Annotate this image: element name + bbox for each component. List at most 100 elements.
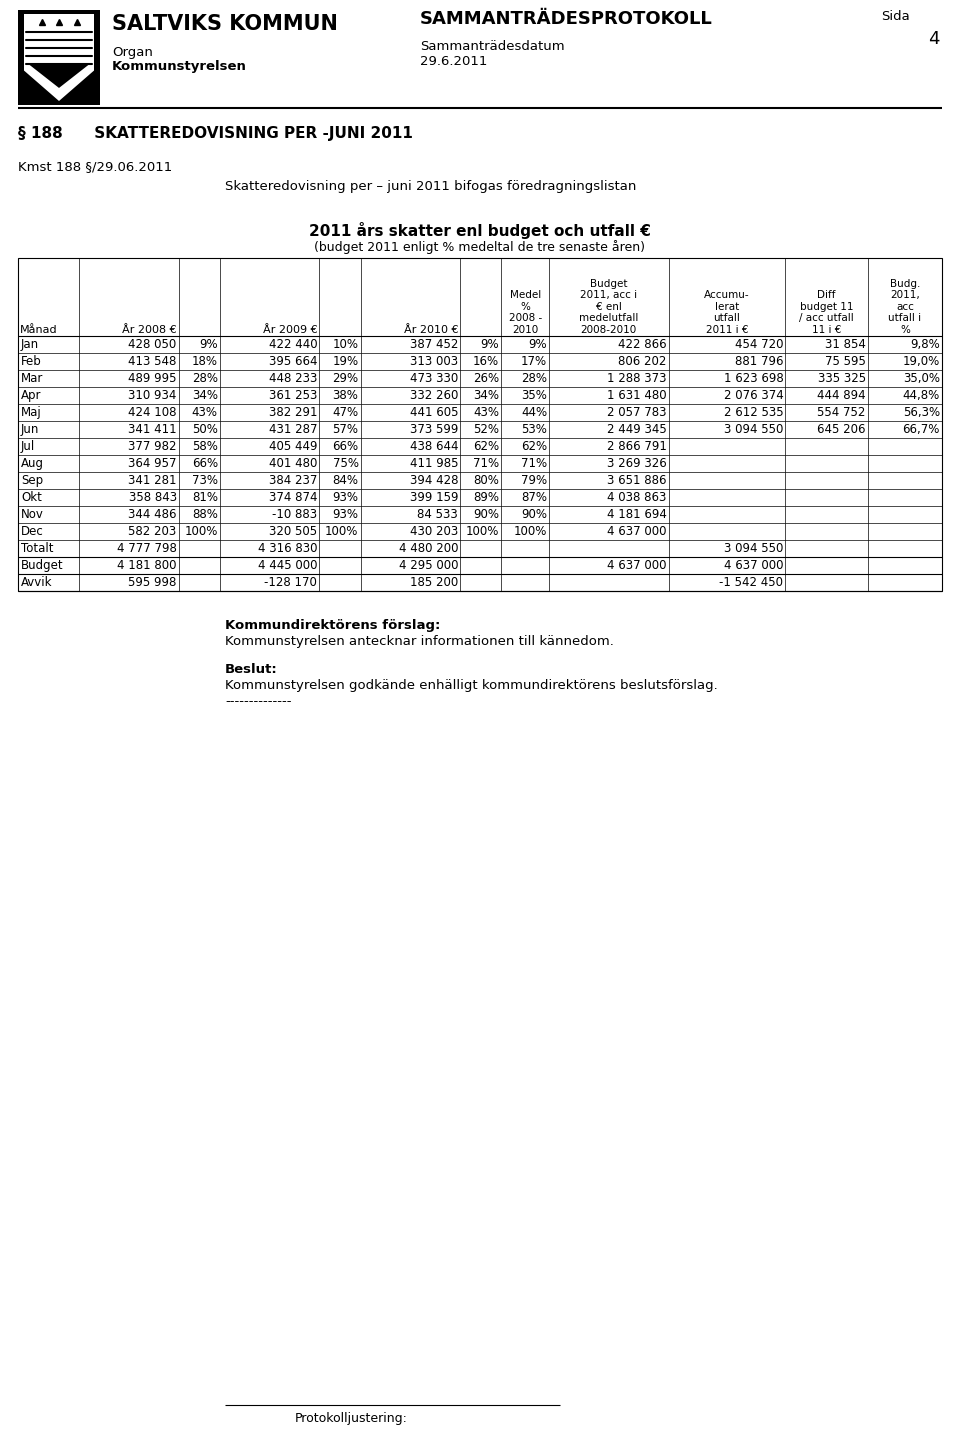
Text: 52%: 52% — [473, 424, 499, 436]
Text: 34%: 34% — [473, 389, 499, 402]
Text: 73%: 73% — [192, 474, 218, 487]
Text: 364 957: 364 957 — [128, 456, 177, 469]
Text: 9%: 9% — [481, 338, 499, 351]
Text: 16%: 16% — [473, 355, 499, 368]
Text: 2 866 791: 2 866 791 — [607, 439, 666, 454]
Text: 430 203: 430 203 — [410, 525, 458, 538]
Text: 75%: 75% — [332, 456, 358, 469]
Text: Totalt: Totalt — [21, 542, 54, 555]
Text: 100%: 100% — [466, 525, 499, 538]
Text: 84 533: 84 533 — [418, 508, 458, 521]
Text: 3 094 550: 3 094 550 — [724, 542, 783, 555]
Text: Sammanträdesdatum: Sammanträdesdatum — [420, 40, 564, 53]
Text: (budget 2011 enligt % medeltal de tre senaste åren): (budget 2011 enligt % medeltal de tre se… — [315, 240, 645, 253]
Text: 361 253: 361 253 — [269, 389, 318, 402]
Text: Diff
budget 11
/ acc utfall
11 i €: Diff budget 11 / acc utfall 11 i € — [799, 290, 853, 335]
Text: 4 445 000: 4 445 000 — [258, 560, 318, 572]
Text: 341 281: 341 281 — [128, 474, 177, 487]
Text: 473 330: 473 330 — [410, 372, 458, 385]
Text: 9%: 9% — [199, 338, 218, 351]
Text: 1 631 480: 1 631 480 — [607, 389, 666, 402]
Text: Sida: Sida — [881, 10, 910, 23]
Text: 71%: 71% — [473, 456, 499, 469]
Text: 38%: 38% — [333, 389, 358, 402]
Text: Aug: Aug — [21, 456, 44, 469]
Text: 2 076 374: 2 076 374 — [724, 389, 783, 402]
Text: 79%: 79% — [521, 474, 547, 487]
Polygon shape — [24, 14, 94, 102]
Text: 411 985: 411 985 — [410, 456, 458, 469]
Text: Jan: Jan — [21, 338, 39, 351]
Text: Apr: Apr — [21, 389, 41, 402]
Text: 93%: 93% — [332, 508, 358, 521]
Text: 4 316 830: 4 316 830 — [258, 542, 318, 555]
Text: 29.6.2011: 29.6.2011 — [420, 54, 488, 69]
Text: 377 982: 377 982 — [128, 439, 177, 454]
Text: SAMMANTRÄDESPROTOKOLL: SAMMANTRÄDESPROTOKOLL — [420, 10, 712, 29]
Text: 441 605: 441 605 — [410, 406, 458, 419]
Text: 10%: 10% — [332, 338, 358, 351]
Text: 645 206: 645 206 — [817, 424, 866, 436]
Text: Budg.
2011,
acc
utfall i
%: Budg. 2011, acc utfall i % — [888, 279, 922, 335]
Text: 56,3%: 56,3% — [902, 406, 940, 419]
Text: 66%: 66% — [332, 439, 358, 454]
Text: § 188      SKATTEREDOVISNING PER -JUNI 2011: § 188 SKATTEREDOVISNING PER -JUNI 2011 — [18, 126, 413, 142]
Text: 47%: 47% — [332, 406, 358, 419]
Text: 554 752: 554 752 — [817, 406, 866, 419]
Text: Jun: Jun — [21, 424, 39, 436]
Text: 84%: 84% — [332, 474, 358, 487]
Text: 881 796: 881 796 — [734, 355, 783, 368]
Text: 4 181 800: 4 181 800 — [117, 560, 177, 572]
Text: 341 411: 341 411 — [128, 424, 177, 436]
Text: 29%: 29% — [332, 372, 358, 385]
Text: 58%: 58% — [192, 439, 218, 454]
Text: 438 644: 438 644 — [410, 439, 458, 454]
Text: 4 637 000: 4 637 000 — [724, 560, 783, 572]
Text: 387 452: 387 452 — [410, 338, 458, 351]
Text: 90%: 90% — [521, 508, 547, 521]
Text: Budget
2011, acc i
€ enl
medelutfall
2008-2010: Budget 2011, acc i € enl medelutfall 200… — [579, 279, 638, 335]
Text: 80%: 80% — [473, 474, 499, 487]
Text: Dec: Dec — [21, 525, 44, 538]
Polygon shape — [29, 64, 89, 87]
Text: 2011 års skatter enl budget och utfall €: 2011 års skatter enl budget och utfall € — [309, 222, 651, 239]
Text: 401 480: 401 480 — [269, 456, 318, 469]
Text: Feb: Feb — [21, 355, 41, 368]
Text: 9%: 9% — [528, 338, 547, 351]
Text: 3 094 550: 3 094 550 — [724, 424, 783, 436]
Text: 1 623 698: 1 623 698 — [724, 372, 783, 385]
Text: 90%: 90% — [473, 508, 499, 521]
Text: 44,8%: 44,8% — [902, 389, 940, 402]
Text: 395 664: 395 664 — [269, 355, 318, 368]
Text: Mar: Mar — [21, 372, 43, 385]
Text: 35%: 35% — [521, 389, 547, 402]
Text: 31 854: 31 854 — [825, 338, 866, 351]
Text: 373 599: 373 599 — [410, 424, 458, 436]
Text: 28%: 28% — [192, 372, 218, 385]
Text: 185 200: 185 200 — [410, 577, 458, 590]
Text: 89%: 89% — [473, 491, 499, 504]
Text: År 2009 €: År 2009 € — [263, 325, 318, 335]
Text: 19,0%: 19,0% — [902, 355, 940, 368]
Text: 422 440: 422 440 — [269, 338, 318, 351]
Text: 53%: 53% — [521, 424, 547, 436]
Text: 320 505: 320 505 — [269, 525, 318, 538]
Text: 19%: 19% — [332, 355, 358, 368]
Bar — [18, 258, 942, 591]
Text: Kommunstyrelsen godkände enhälligt kommundirektörens beslutsförslag.: Kommunstyrelsen godkände enhälligt kommu… — [225, 678, 718, 693]
Text: 582 203: 582 203 — [129, 525, 177, 538]
Text: 75 595: 75 595 — [825, 355, 866, 368]
Text: 454 720: 454 720 — [734, 338, 783, 351]
Text: 44%: 44% — [521, 406, 547, 419]
Text: 100%: 100% — [514, 525, 547, 538]
Text: 100%: 100% — [184, 525, 218, 538]
Text: 3 269 326: 3 269 326 — [607, 456, 666, 469]
Text: 358 843: 358 843 — [129, 491, 177, 504]
Text: 2 449 345: 2 449 345 — [607, 424, 666, 436]
Text: Sep: Sep — [21, 474, 43, 487]
Text: Beslut:: Beslut: — [225, 663, 277, 675]
Text: 62%: 62% — [473, 439, 499, 454]
Text: 43%: 43% — [473, 406, 499, 419]
Text: 88%: 88% — [192, 508, 218, 521]
Text: 448 233: 448 233 — [269, 372, 318, 385]
